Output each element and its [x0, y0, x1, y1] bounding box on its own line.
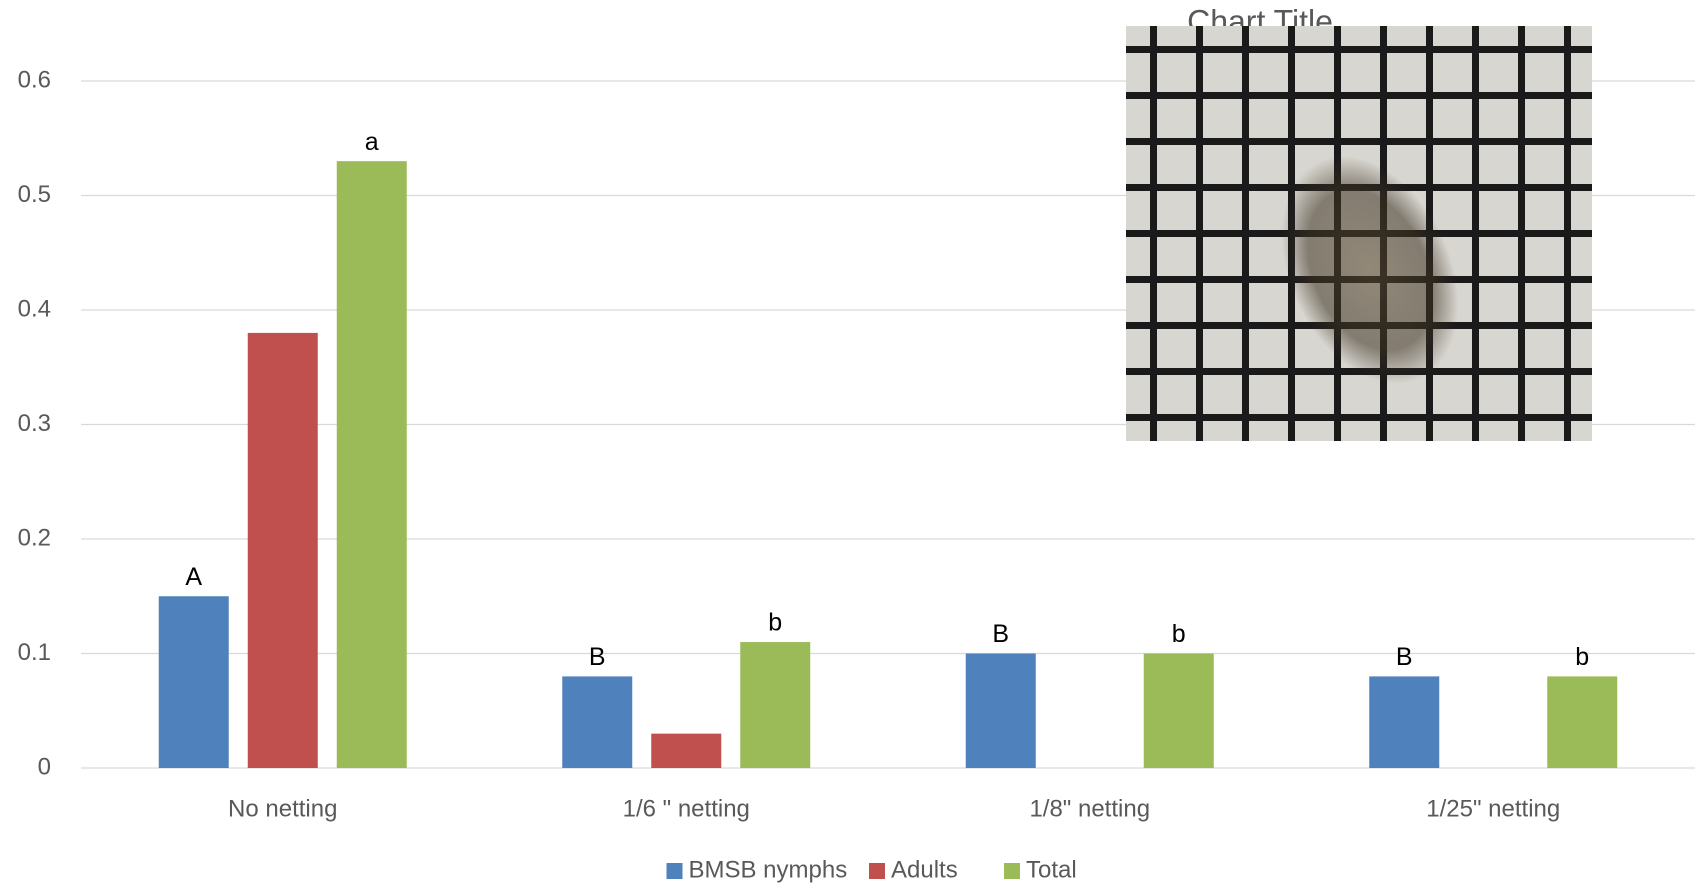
x-tick-label: No netting — [228, 795, 337, 822]
insect-photo — [1126, 26, 1592, 441]
x-tick-label: 1/8" netting — [1029, 795, 1150, 822]
legend-swatch — [869, 863, 885, 879]
legend-label: Adults — [891, 856, 958, 883]
legend-label: BMSB nymphs — [689, 856, 848, 883]
legend-swatch — [1004, 863, 1020, 879]
significance-letter: B — [589, 643, 606, 671]
significance-letter: b — [1575, 643, 1589, 671]
bar — [651, 734, 721, 768]
significance-letter: b — [1172, 620, 1186, 648]
y-tick-label: 0.5 — [18, 181, 51, 208]
legend-swatch — [667, 863, 683, 879]
y-tick-label: 0 — [38, 753, 51, 780]
y-tick-label: 0.1 — [18, 639, 51, 666]
y-tick-label: 0.3 — [18, 410, 51, 437]
bar — [1369, 676, 1439, 768]
y-tick-label: 0.2 — [18, 524, 51, 551]
page: {"chart_data": {"type": "bar", "title": … — [0, 0, 1698, 889]
bar — [248, 333, 318, 768]
bar — [966, 654, 1036, 769]
bar — [1547, 676, 1617, 768]
legend-label: Total — [1026, 856, 1077, 883]
bar — [562, 676, 632, 768]
significance-letter: B — [992, 620, 1009, 648]
y-tick-label: 0.4 — [18, 295, 51, 322]
x-tick-label: 1/25" netting — [1426, 795, 1560, 822]
y-tick-label: 0.6 — [18, 66, 51, 93]
significance-letter: b — [768, 609, 782, 637]
bar — [159, 596, 229, 768]
significance-letter: A — [185, 563, 202, 591]
bar — [337, 161, 407, 768]
bar — [740, 642, 810, 768]
x-tick-label: 1/6 " netting — [623, 795, 750, 822]
bar — [1144, 654, 1214, 769]
significance-letter: B — [1396, 643, 1413, 671]
significance-letter: a — [365, 128, 379, 156]
chart: Chart Title 00.10.20.30.40.50.6AaBbBbBb … — [0, 0, 1698, 889]
